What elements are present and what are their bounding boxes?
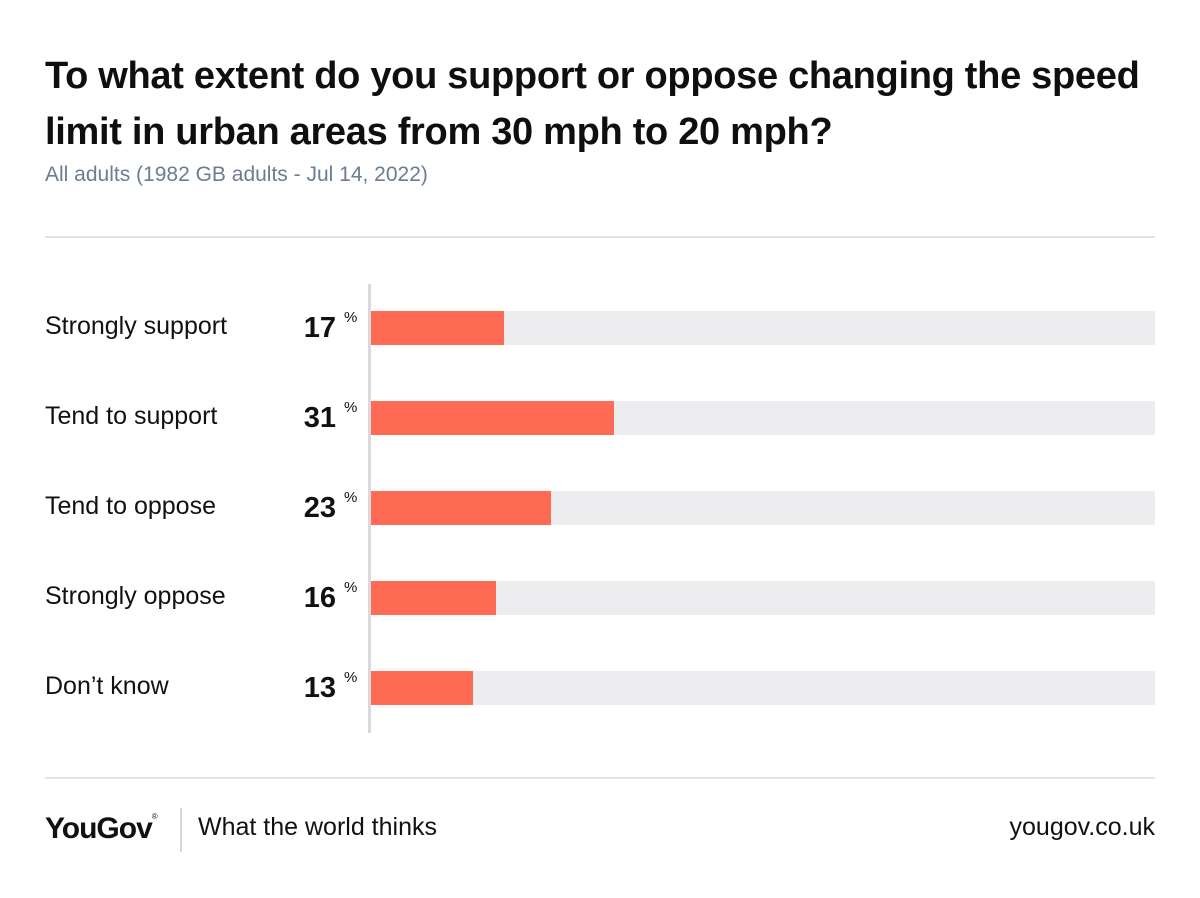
value-label-strongly-oppose: 16 xyxy=(303,582,336,614)
footer-tagline: What the world thinks xyxy=(198,813,437,841)
bar-track-strongly-oppose xyxy=(371,581,1155,615)
footer-separator xyxy=(180,808,182,852)
category-label-strongly-oppose: Strongly oppose xyxy=(45,582,226,610)
bar-don-t-know xyxy=(371,671,473,705)
chart-axis-line xyxy=(368,284,371,733)
bottom-divider xyxy=(45,777,1155,779)
percent-sign-strongly-oppose: % xyxy=(344,579,358,596)
percent-sign-strongly-support: % xyxy=(344,309,358,326)
category-label-don-t-know: Don’t know xyxy=(45,672,169,700)
footer-url-link[interactable]: yougov.co.uk xyxy=(1009,813,1155,841)
bar-tend-to-oppose xyxy=(371,491,552,525)
value-label-tend-to-support: 31 xyxy=(303,402,336,434)
percent-sign-tend-to-support: % xyxy=(344,399,358,416)
percent-sign-don-t-know: % xyxy=(344,669,358,686)
chart-subtitle: All adults (1982 GB adults - Jul 14, 202… xyxy=(45,163,428,186)
bar-tend-to-support xyxy=(371,401,615,435)
value-label-don-t-know: 13 xyxy=(303,672,336,704)
bar-chart: Strongly support 17% Tend to support 31% Ten… xyxy=(45,284,1155,733)
category-label-tend-to-oppose: Tend to oppose xyxy=(45,492,216,520)
value-label-tend-to-oppose: 23 xyxy=(303,492,336,524)
bar-strongly-oppose xyxy=(371,581,497,615)
category-label-tend-to-support: Tend to support xyxy=(45,402,218,430)
value-label-strongly-support: 17 xyxy=(303,312,336,344)
category-label-strongly-support: Strongly support xyxy=(45,312,228,340)
chart-title: To what extent do you support or oppose … xyxy=(45,55,1140,153)
top-divider xyxy=(45,236,1155,238)
bar-strongly-support xyxy=(371,311,505,345)
bar-track-don-t-know xyxy=(371,671,1155,705)
yougov-logo[interactable]: YouGov® xyxy=(45,812,158,845)
percent-sign-tend-to-oppose: % xyxy=(344,489,358,506)
